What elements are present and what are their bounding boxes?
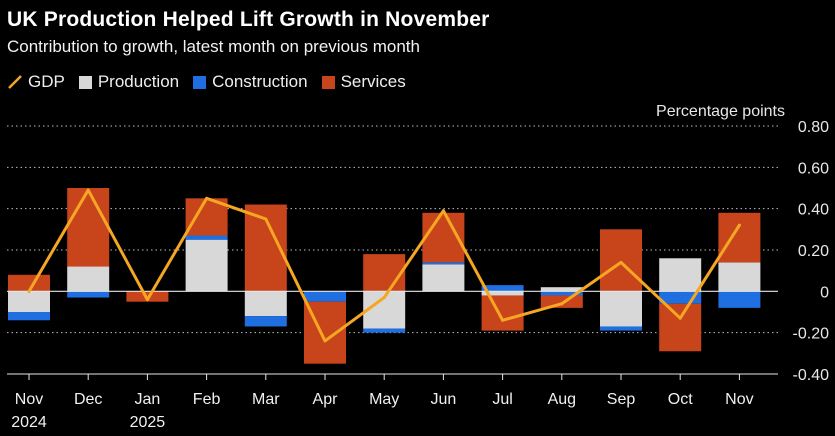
- bar-services: [67, 188, 110, 267]
- bar-production: [185, 239, 228, 292]
- x-tick-label: Apr: [313, 391, 339, 408]
- bar-production: [659, 258, 702, 292]
- x-tick-label: Aug: [548, 391, 576, 408]
- gdp-point: [86, 188, 90, 192]
- chart-title: UK Production Helped Lift Growth in Nove…: [7, 8, 490, 31]
- legend-item-production: Production: [78, 72, 180, 92]
- legend-item-services: Services: [321, 72, 406, 92]
- gdp-point: [441, 209, 445, 213]
- legend: GDP Production Construction Services: [7, 72, 420, 92]
- construction-swatch-icon: [193, 75, 207, 89]
- y-tick-label: 0.80: [798, 119, 829, 136]
- x-tick-label: May: [369, 391, 399, 408]
- services-swatch-icon: [321, 75, 335, 89]
- bar-construction: [185, 235, 228, 240]
- y-axis-title: Percentage points: [656, 103, 785, 120]
- bar-construction: [67, 291, 110, 298]
- legend-label-construction: Construction: [212, 72, 308, 91]
- gdp-point: [737, 223, 741, 227]
- x-tick-sublabel: 2025: [130, 414, 166, 431]
- bar-construction: [481, 285, 524, 292]
- bar-services: [600, 229, 642, 292]
- legend-item-gdp: GDP: [7, 72, 65, 92]
- bar-services: [659, 303, 702, 352]
- y-tick-label: -0.40: [793, 367, 830, 384]
- x-tick-sublabel: 2024: [11, 414, 47, 431]
- chart-subtitle: Contribution to growth, latest month on …: [7, 37, 420, 56]
- legend-label-production: Production: [97, 72, 180, 91]
- y-tick-label: -0.20: [793, 326, 830, 343]
- x-tick-label: Nov: [725, 391, 753, 408]
- legend-item-construction: Construction: [193, 72, 308, 92]
- bar-production: [244, 291, 287, 317]
- bar-construction: [718, 291, 761, 308]
- y-tick-label: 0: [820, 284, 829, 301]
- gdp-point: [382, 296, 386, 300]
- gdp-point: [145, 298, 149, 302]
- x-tick-label: Mar: [252, 391, 280, 408]
- bar-construction: [540, 291, 583, 296]
- bar-construction: [600, 326, 642, 331]
- x-tick-label: Jul: [492, 391, 512, 408]
- production-swatch-icon: [78, 75, 92, 89]
- bar-production: [422, 264, 465, 292]
- gdp-point: [560, 302, 564, 306]
- gdp-point: [205, 196, 209, 200]
- bar-services: [363, 254, 406, 292]
- gdp-point: [678, 316, 682, 320]
- bar-construction: [422, 262, 465, 265]
- x-tick-label: Nov: [15, 391, 43, 408]
- bar-services: [481, 295, 524, 331]
- gdp-point: [264, 217, 268, 221]
- bar-construction: [8, 312, 50, 321]
- bar-construction: [304, 291, 346, 302]
- y-tick-label: 0.40: [798, 202, 829, 219]
- bar-production: [8, 291, 50, 312]
- bar-production: [481, 291, 524, 296]
- gdp-point: [501, 318, 505, 322]
- y-tick-label: 0.60: [798, 160, 829, 177]
- gdp-point: [323, 339, 327, 343]
- x-tick-label: Dec: [74, 391, 102, 408]
- bar-production: [540, 287, 583, 292]
- bar-construction: [244, 316, 287, 327]
- bar-services: [718, 212, 761, 263]
- x-tick-label: Sep: [607, 391, 636, 408]
- gdp-point: [27, 289, 31, 293]
- gdp-line-icon: [8, 75, 22, 89]
- legend-label-gdp: GDP: [28, 72, 65, 91]
- bar-construction: [363, 328, 406, 333]
- bar-production: [718, 262, 761, 292]
- x-tick-label: Jan: [135, 391, 161, 408]
- x-tick-label: Feb: [193, 391, 221, 408]
- x-tick-label: Oct: [668, 391, 693, 408]
- legend-label-services: Services: [340, 72, 406, 91]
- bar-services: [8, 274, 50, 292]
- x-tick-label: Jun: [431, 391, 457, 408]
- bar-services: [540, 295, 583, 308]
- y-tick-label: 0.20: [798, 243, 829, 260]
- bar-production: [600, 291, 642, 327]
- bar-production: [67, 266, 110, 292]
- gdp-point: [619, 260, 623, 264]
